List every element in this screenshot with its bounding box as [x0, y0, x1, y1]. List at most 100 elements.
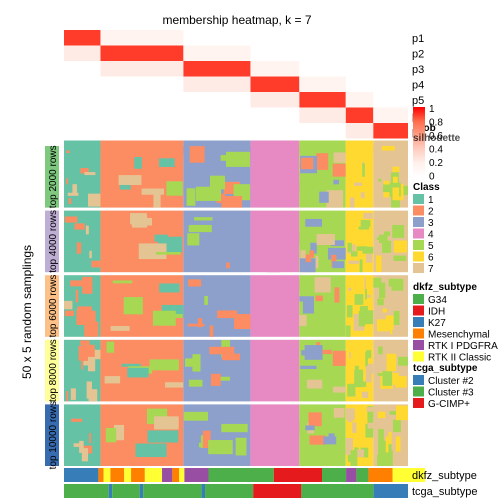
class-noise	[348, 419, 353, 423]
class-noise	[398, 356, 408, 366]
class-legend-label: 3	[428, 218, 434, 229]
class-noise	[159, 283, 180, 293]
class-noise	[382, 308, 387, 313]
class-noise	[66, 178, 69, 185]
class-noise	[394, 377, 404, 381]
class-noise	[349, 352, 351, 359]
y-axis-label: 50 x 5 random samplings	[20, 245, 34, 379]
tcga-track-cell	[143, 484, 202, 498]
class-noise	[81, 360, 84, 370]
class-noise	[123, 297, 143, 315]
prob-legend-tick: 0.4	[429, 145, 443, 156]
class-noise	[153, 193, 161, 208]
dkfz-track-cell	[131, 468, 145, 482]
row-group-label: top 6000 rows	[48, 275, 59, 338]
tcga-track-cell	[112, 484, 140, 498]
prob-legend-tick: 1	[429, 104, 435, 115]
class-noise	[226, 262, 230, 269]
class-noise	[202, 430, 211, 448]
class-noise	[89, 432, 92, 444]
class-noise	[188, 379, 203, 387]
tcga-track-cell	[64, 484, 109, 498]
class-noise	[365, 352, 368, 367]
class-noise	[70, 388, 76, 400]
prob-cell	[100, 61, 184, 77]
class-noise	[316, 153, 329, 170]
class-noise	[315, 295, 323, 302]
class-noise	[82, 344, 95, 361]
class-noise	[84, 172, 96, 176]
dkfz-legend-title: dkfz_subtype	[413, 282, 477, 293]
class-noise	[367, 417, 374, 429]
prob-cell	[250, 61, 300, 77]
class-noise	[192, 354, 201, 372]
dkfz-legend-swatch	[413, 317, 424, 327]
class-noise	[351, 251, 358, 257]
class-noise	[362, 246, 374, 254]
row-group-label: top 4000 rows	[48, 210, 59, 273]
class-noise	[392, 225, 405, 238]
silhouette-legend-title: silhouette	[413, 133, 461, 144]
tcga-legend-label: G-CIMP+	[428, 399, 470, 410]
class-noise	[385, 436, 389, 453]
class-noise	[235, 437, 247, 456]
class-noise	[88, 389, 98, 402]
class-noise	[359, 259, 363, 273]
class-noise	[64, 216, 78, 223]
dkfz-track-cell	[356, 468, 369, 482]
class-noise	[360, 192, 365, 199]
class-noise	[358, 311, 366, 327]
class-noise	[187, 323, 205, 327]
dkfz-legend-label: RTK II Classic	[428, 353, 491, 364]
class-noise	[330, 240, 345, 247]
probability-heatmap: p1p2p3p4p5p6p7	[64, 30, 424, 139]
prob-row-bg	[64, 123, 408, 139]
class-noise	[378, 262, 381, 272]
class-noise	[66, 391, 69, 402]
class-noise	[322, 349, 332, 355]
class-noise	[91, 260, 101, 268]
class-legend-label: 4	[428, 230, 434, 241]
class-noise	[353, 182, 363, 186]
prob-legend-bar	[413, 107, 425, 177]
class-noise	[326, 190, 344, 208]
class-noise	[358, 226, 370, 230]
class-noise	[391, 193, 400, 208]
class-noise	[365, 365, 372, 383]
class-noise	[333, 179, 339, 185]
class-noise	[66, 150, 70, 154]
class-noise	[80, 340, 90, 345]
class-noise	[306, 379, 323, 389]
prob-legend-tick: 0.6	[429, 131, 443, 142]
class-noise	[334, 287, 340, 303]
class-noise	[158, 313, 183, 318]
tcga-track-cell	[108, 484, 113, 498]
dkfz-track-cell	[144, 468, 163, 482]
class-noise	[141, 188, 164, 195]
dkfz-track-cell	[124, 468, 132, 482]
class-noise	[208, 440, 233, 455]
class-noise	[305, 254, 311, 263]
class-noise	[194, 217, 213, 221]
dkfz-track-cell	[346, 468, 357, 482]
class-noise	[346, 408, 355, 421]
class-noise	[195, 186, 221, 201]
class-noise	[288, 231, 300, 244]
class-noise	[366, 407, 374, 412]
class-legend-swatch	[413, 228, 424, 239]
tcga-legend-swatch	[413, 375, 424, 385]
class-noise	[209, 325, 214, 337]
row-group-strip	[45, 275, 59, 337]
tcga-track-label: tcga_subtype	[412, 486, 477, 498]
dkfz-track-cell	[162, 468, 173, 482]
class-noise	[315, 255, 319, 269]
class-noise	[149, 359, 179, 371]
class-noise	[85, 225, 89, 235]
class-noise	[87, 356, 96, 372]
class-noise	[287, 164, 300, 169]
class-noise	[309, 435, 326, 445]
class-noise	[395, 436, 401, 452]
prob-cell	[345, 92, 374, 108]
class-noise	[186, 188, 196, 206]
